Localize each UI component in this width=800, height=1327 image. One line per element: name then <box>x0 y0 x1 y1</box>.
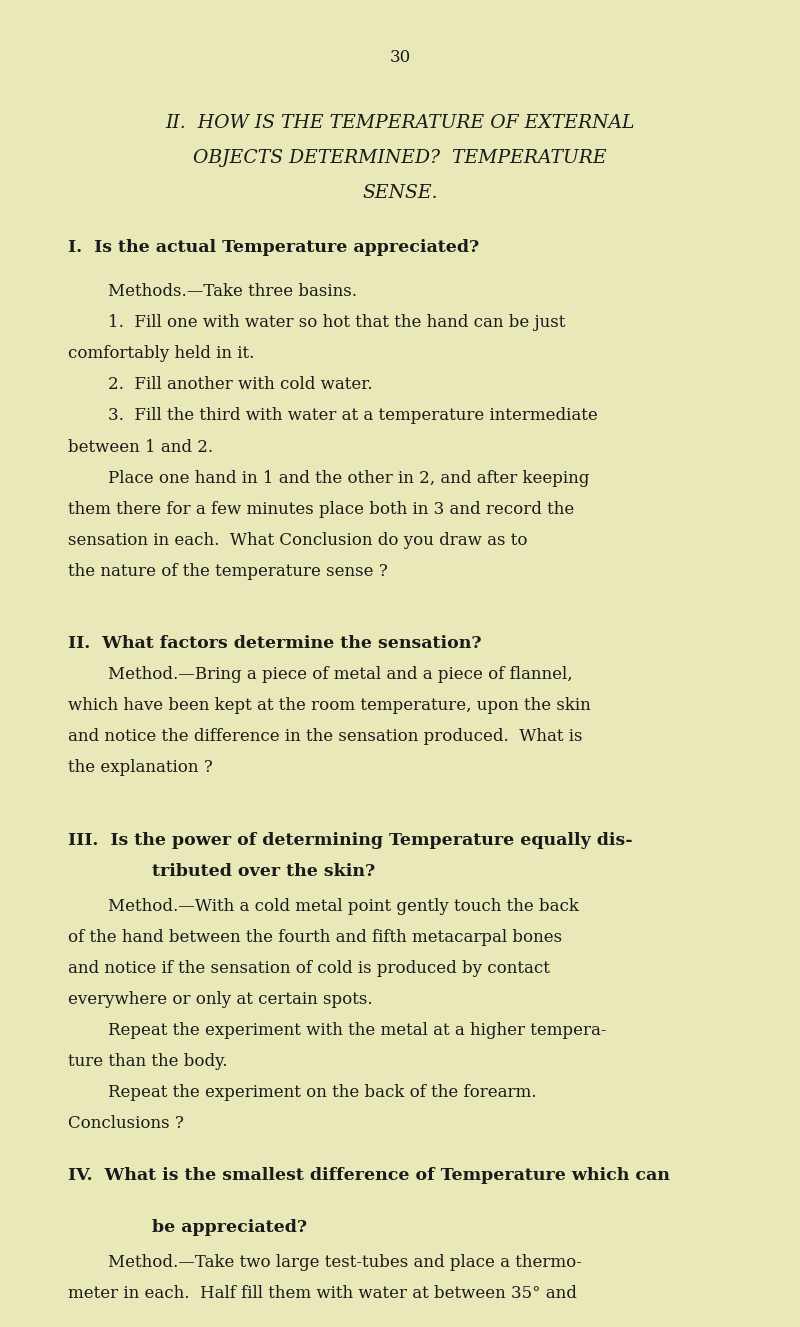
Text: II.  What factors determine the sensation?: II. What factors determine the sensation… <box>68 636 482 652</box>
Text: Methods.—Take three basins.: Methods.—Take three basins. <box>108 283 357 300</box>
Text: comfortably held in it.: comfortably held in it. <box>68 345 254 362</box>
Text: 30: 30 <box>390 49 410 66</box>
Text: which have been kept at the room temperature, upon the skin: which have been kept at the room tempera… <box>68 697 590 714</box>
Text: Repeat the experiment with the metal at a higher tempera-: Repeat the experiment with the metal at … <box>108 1022 606 1039</box>
Text: between 1 and 2.: between 1 and 2. <box>68 438 213 455</box>
Text: SENSE.: SENSE. <box>362 183 438 202</box>
Text: ture than the body.: ture than the body. <box>68 1054 227 1070</box>
Text: IV.  What is the smallest difference of Temperature which can: IV. What is the smallest difference of T… <box>68 1166 670 1184</box>
Text: the nature of the temperature sense ?: the nature of the temperature sense ? <box>68 563 388 580</box>
Text: Place one hand in 1 and the other in 2, and after keeping: Place one hand in 1 and the other in 2, … <box>108 470 590 487</box>
Text: meter in each.  Half fill them with water at between 35° and: meter in each. Half fill them with water… <box>68 1285 577 1302</box>
Text: tributed over the skin?: tributed over the skin? <box>152 863 375 880</box>
Text: I.  Is the actual Temperature appreciated?: I. Is the actual Temperature appreciated… <box>68 239 479 256</box>
Text: OBJECTS DETERMINED?  TEMPERATURE: OBJECTS DETERMINED? TEMPERATURE <box>193 149 607 167</box>
Text: be appreciated?: be appreciated? <box>152 1218 307 1235</box>
Text: Conclusions ?: Conclusions ? <box>68 1115 184 1132</box>
Text: the explanation ?: the explanation ? <box>68 759 213 776</box>
Text: 2.  Fill another with cold water.: 2. Fill another with cold water. <box>108 377 373 393</box>
Text: everywhere or only at certain spots.: everywhere or only at certain spots. <box>68 991 373 1009</box>
Text: Method.—Bring a piece of metal and a piece of flannel,: Method.—Bring a piece of metal and a pie… <box>108 666 573 683</box>
Text: Method.—Take two large test-tubes and place a thermo-: Method.—Take two large test-tubes and pl… <box>108 1254 582 1271</box>
Text: 1.  Fill one with water so hot that the hand can be just: 1. Fill one with water so hot that the h… <box>108 314 566 332</box>
Text: and notice if the sensation of cold is produced by contact: and notice if the sensation of cold is p… <box>68 959 550 977</box>
Text: and notice the difference in the sensation produced.  What is: and notice the difference in the sensati… <box>68 729 582 746</box>
Text: 3.  Fill the third with water at a temperature intermediate: 3. Fill the third with water at a temper… <box>108 407 598 425</box>
Text: Repeat the experiment on the back of the forearm.: Repeat the experiment on the back of the… <box>108 1084 537 1101</box>
Text: Method.—With a cold metal point gently touch the back: Method.—With a cold metal point gently t… <box>108 898 579 914</box>
Text: II.  HOW IS THE TEMPERATURE OF EXTERNAL: II. HOW IS THE TEMPERATURE OF EXTERNAL <box>166 114 634 131</box>
Text: them there for a few minutes place both in 3 and record the: them there for a few minutes place both … <box>68 500 574 518</box>
Text: of the hand between the fourth and fifth metacarpal bones: of the hand between the fourth and fifth… <box>68 929 562 946</box>
Text: sensation in each.  What Conclusion do you draw as to: sensation in each. What Conclusion do yo… <box>68 532 527 548</box>
Text: III.  Is the power of determining Temperature equally dis-: III. Is the power of determining Tempera… <box>68 832 633 849</box>
